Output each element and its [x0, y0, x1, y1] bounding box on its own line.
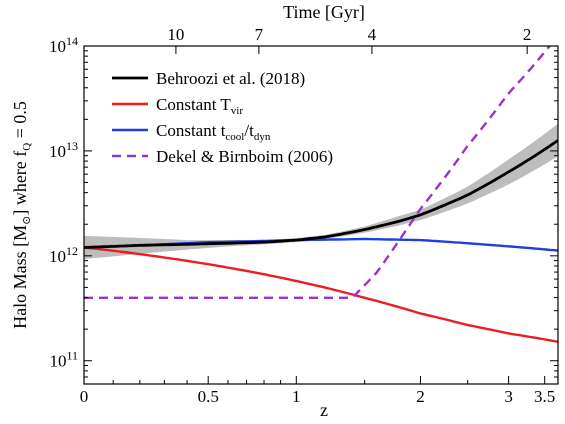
y-tick-label: 1012 — [49, 244, 78, 266]
y-axis-title-sun: ⊙ — [21, 216, 33, 225]
top-tick-label: 4 — [368, 25, 377, 44]
plot-frame — [83, 45, 559, 385]
top-tick-label: 7 — [255, 25, 264, 44]
tick-layer: 0 0.5 1 2 3 3.5 10 7 4 2 1011 1012 1013 1014 — [49, 25, 558, 406]
x-axis-title: z — [320, 400, 328, 420]
x-tick-label: 2 — [416, 387, 425, 406]
legend-label-2: Constant tcool/tdyn — [156, 121, 271, 143]
y-axis-title-part1: Halo Mass [M — [10, 225, 30, 329]
y-axis-title: Halo Mass [M⊙] where fQ = 0.5 — [10, 101, 33, 329]
x-tick-label: 0.5 — [198, 387, 219, 406]
series-line-1 — [84, 246, 558, 343]
legend-label-0: Behroozi et al. (2018) — [156, 69, 305, 88]
legend-label-3: Dekel & Birnboim (2006) — [156, 147, 333, 166]
x-tick-label: 1 — [292, 387, 301, 406]
series-line-3 — [84, 46, 552, 299]
legend: Behroozi et al. (2018) Constant Tvir Const… — [112, 69, 333, 166]
x-tick-label: 0 — [80, 387, 89, 406]
top-axis-title: Time [Gyr] — [283, 2, 365, 22]
x-tick-label: 3.5 — [534, 387, 555, 406]
y-tick-label: 1011 — [49, 349, 78, 371]
legend-label-1: Constant Tvir — [156, 95, 243, 117]
y-axis-title-q: Q — [21, 143, 33, 151]
y-tick-label: 1014 — [49, 34, 78, 56]
series-layer — [84, 46, 558, 343]
y-axis-title-part3: = 0.5 — [10, 101, 30, 143]
series-line-0 — [84, 139, 558, 249]
top-tick-label: 2 — [523, 25, 532, 44]
top-tick-label: 10 — [167, 25, 184, 44]
x-tick-label: 3 — [504, 387, 513, 406]
y-tick-label: 1013 — [49, 139, 78, 161]
y-axis-title-part2: ] where f — [10, 151, 30, 216]
